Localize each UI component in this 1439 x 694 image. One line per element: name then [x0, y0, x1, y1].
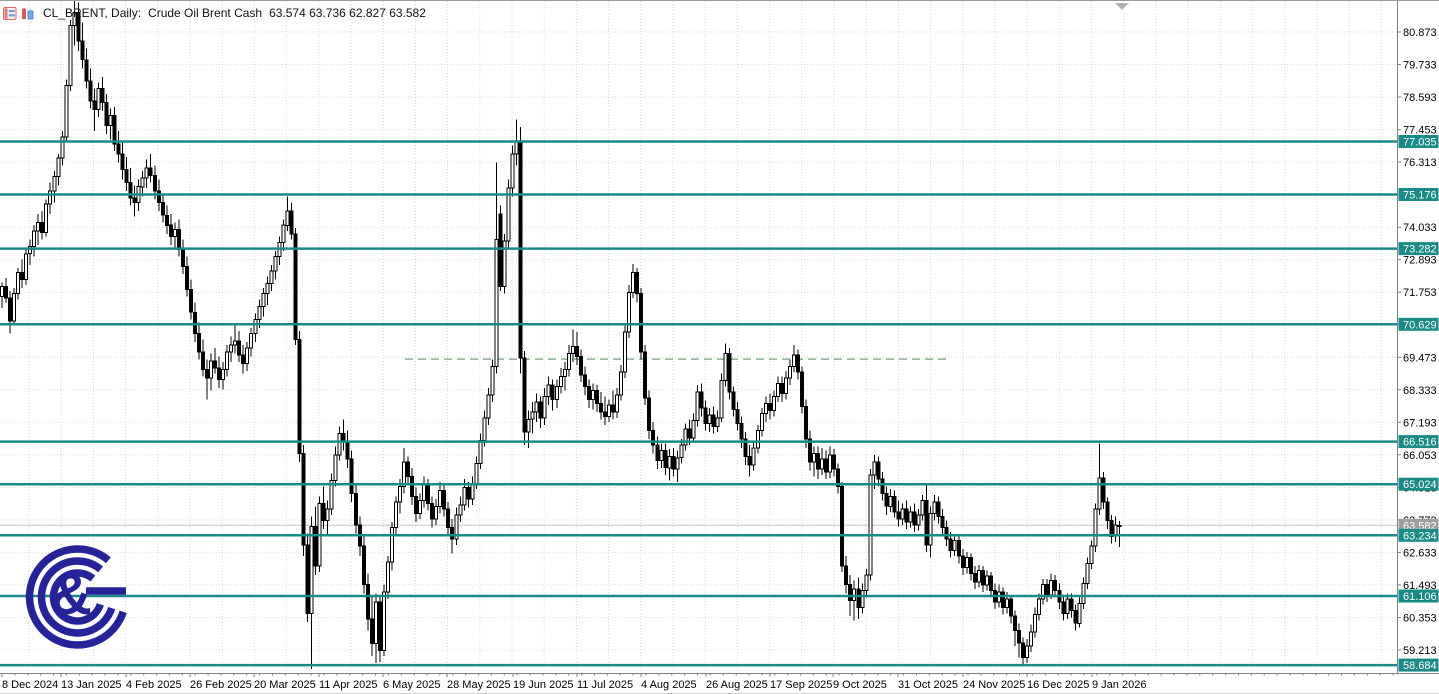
instrument-description: Crude Oil Brent Cash: [148, 6, 263, 20]
svg-text:78.593: 78.593: [1403, 92, 1437, 104]
date-axis-labels[interactable]: 8 Dec 2024 13 Jan 2025 4 Feb 2025 26 Feb 20…: [1, 673, 1394, 691]
svg-text:59.213: 59.213: [1403, 645, 1437, 657]
svg-text:58.684: 58.684: [1403, 660, 1437, 672]
svg-text:9 Oct 2025: 9 Oct 2025: [833, 679, 887, 691]
svg-text:28 May 2025: 28 May 2025: [447, 679, 511, 691]
svg-text:75.176: 75.176: [1403, 190, 1437, 202]
svg-text:17 Sep 2025: 17 Sep 2025: [770, 679, 832, 691]
scroll-marker-icon[interactable]: [1115, 3, 1129, 10]
svg-text:66.516: 66.516: [1403, 437, 1437, 449]
svg-text:26 Feb 2025: 26 Feb 2025: [190, 679, 252, 691]
candles-series: [0, 1, 1122, 669]
svg-text:80.873: 80.873: [1403, 27, 1437, 39]
bar-chart-icon[interactable]: [21, 7, 35, 20]
svg-text:11 Apr 2025: 11 Apr 2025: [319, 679, 378, 691]
chart-header: CL_BRENT, Daily: Crude Oil Brent Cash 63.5…: [3, 5, 433, 21]
svg-text:68.333: 68.333: [1403, 385, 1437, 397]
svg-text:67.193: 67.193: [1403, 417, 1437, 429]
svg-text:24 Nov 2025: 24 Nov 2025: [963, 679, 1025, 691]
svg-text:65.024: 65.024: [1403, 479, 1437, 491]
svg-text:16 Dec 2025: 16 Dec 2025: [1027, 679, 1089, 691]
svg-text:69.473: 69.473: [1403, 352, 1437, 364]
svg-text:9 Jan 2026: 9 Jan 2026: [1092, 679, 1146, 691]
svg-text:71.753: 71.753: [1403, 287, 1437, 299]
svg-text:26 Aug 2025: 26 Aug 2025: [706, 679, 768, 691]
svg-text:60.353: 60.353: [1403, 613, 1437, 625]
svg-text:79.733: 79.733: [1403, 60, 1437, 72]
grid-lines: [0, 1, 1397, 673]
svg-text:13 Jan 2025: 13 Jan 2025: [61, 679, 122, 691]
price-axis-labels[interactable]: 80.87379.73378.59377.45376.31375.17374.0…: [1397, 27, 1437, 657]
svg-text:11 Jul 2025: 11 Jul 2025: [577, 679, 633, 691]
svg-text:72.893: 72.893: [1403, 255, 1437, 267]
symbol-period-label: CL_BRENT, Daily:: [43, 6, 142, 20]
svg-text:6 May 2025: 6 May 2025: [383, 679, 440, 691]
company-logo: &: [25, 545, 127, 649]
logo-ampersand: &: [50, 562, 92, 627]
svg-text:31 Oct 2025: 31 Oct 2025: [898, 679, 958, 691]
svg-text:76.313: 76.313: [1403, 157, 1437, 169]
chart-title: CL_BRENT, Daily: Crude Oil Brent Cash 63.5…: [43, 6, 433, 20]
ohlc-values: 63.574 63.736 62.827 63.582: [269, 6, 426, 20]
svg-text:20 Mar 2025: 20 Mar 2025: [254, 679, 316, 691]
svg-text:62.633: 62.633: [1403, 547, 1437, 559]
svg-text:61.493: 61.493: [1403, 580, 1437, 592]
svg-text:8 Dec 2024: 8 Dec 2024: [2, 679, 58, 691]
market-watch-icon[interactable]: [3, 6, 17, 20]
svg-text:19 Jun 2025: 19 Jun 2025: [513, 679, 574, 691]
svg-text:61.106: 61.106: [1403, 591, 1437, 603]
svg-text:70.629: 70.629: [1403, 319, 1437, 331]
svg-text:73.282: 73.282: [1403, 244, 1437, 256]
svg-text:66.053: 66.053: [1403, 450, 1437, 462]
svg-text:4 Feb 2025: 4 Feb 2025: [126, 679, 182, 691]
svg-text:77.035: 77.035: [1403, 137, 1437, 149]
price-level-badges: 77.035 75.176 73.282 70.629 66.516 65.024 63.2…: [1398, 135, 1439, 672]
svg-text:77.453: 77.453: [1403, 125, 1437, 137]
svg-text:4 Aug 2025: 4 Aug 2025: [641, 679, 697, 691]
svg-text:74.033: 74.033: [1403, 222, 1437, 234]
support-resistance-lines[interactable]: [0, 140, 1397, 667]
svg-text:63.234: 63.234: [1403, 530, 1437, 542]
